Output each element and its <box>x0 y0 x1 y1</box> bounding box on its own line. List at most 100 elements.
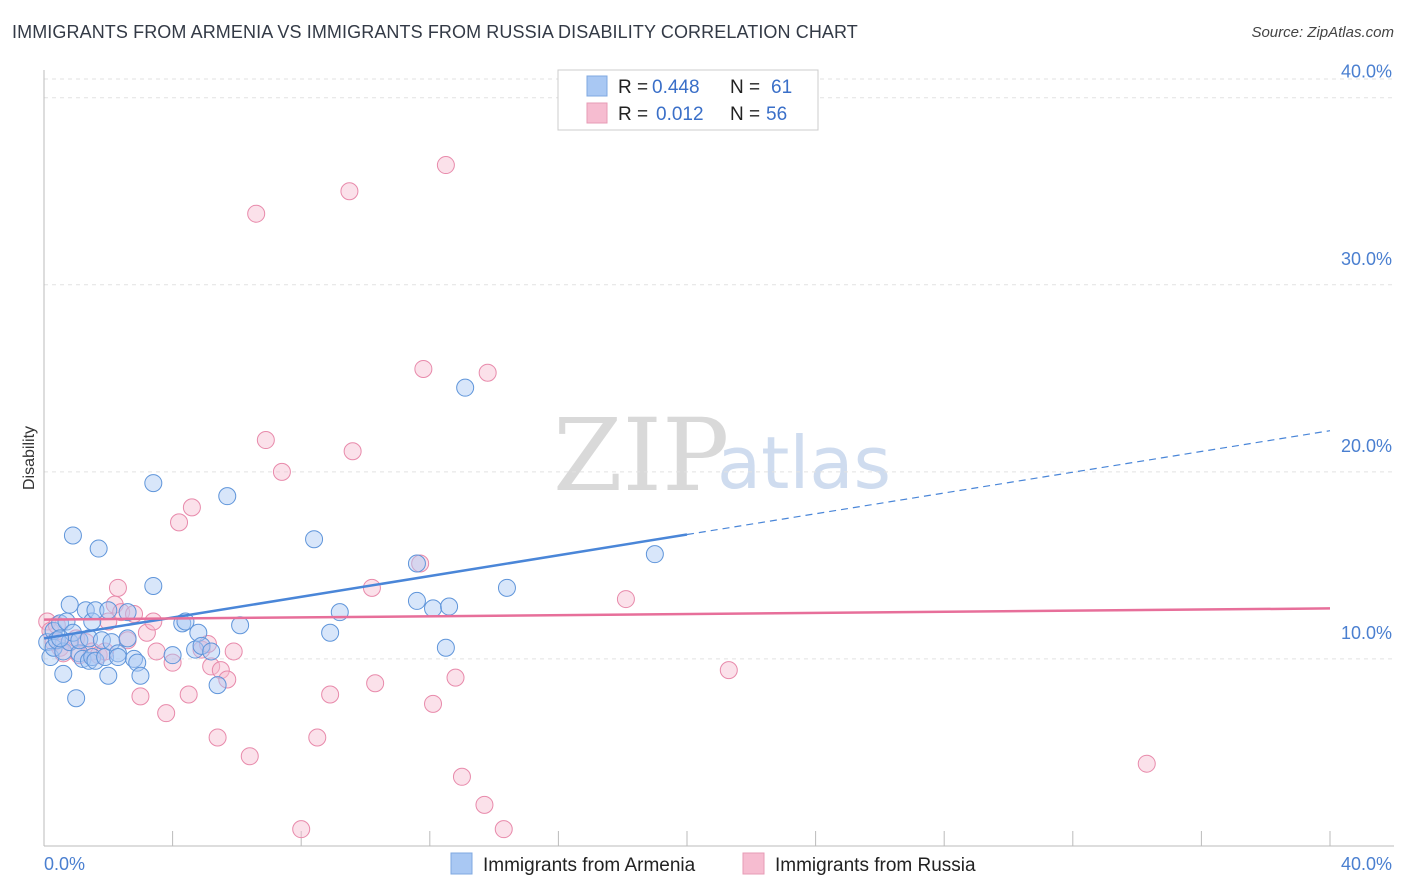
armenia-data-point[interactable] <box>436 638 455 657</box>
russia-data-point[interactable] <box>163 653 182 672</box>
russia-data-point[interactable] <box>616 590 635 609</box>
x-tick-label-min: 0.0% <box>44 854 85 874</box>
russia-data-point[interactable] <box>182 498 201 517</box>
source-credit: Source: ZipAtlas.com <box>1251 24 1394 41</box>
armenia-data-point[interactable] <box>407 554 426 573</box>
russia-data-point[interactable] <box>340 182 359 201</box>
armenia-data-point[interactable] <box>54 664 73 683</box>
series-legend-label-armenia: Immigrants from Armenia <box>483 855 696 876</box>
armenia-data-point[interactable] <box>144 576 163 595</box>
armenia-data-point[interactable] <box>67 689 86 708</box>
series-legend-swatch-russia <box>742 852 765 875</box>
legend-r-label: R = <box>618 77 648 98</box>
armenia-data-point[interactable] <box>305 530 324 549</box>
series-legend-item-armenia[interactable]: Immigrants from Armenia <box>450 852 696 876</box>
legend-swatch-russia <box>586 102 608 124</box>
legend-row-russia[interactable]: R = 0.012 N = 56 <box>586 102 787 125</box>
russia-data-point[interactable] <box>247 204 266 223</box>
armenia-data-point[interactable] <box>118 603 137 622</box>
legend-swatch-armenia <box>586 75 608 97</box>
russia-data-point[interactable] <box>343 442 362 461</box>
armenia-data-point[interactable] <box>321 623 340 642</box>
armenia-data-point[interactable] <box>163 646 182 665</box>
russia-data-point[interactable] <box>452 767 471 786</box>
armenia-data-point[interactable] <box>645 545 664 564</box>
y-tick-label: 30.0% <box>1341 249 1392 269</box>
armenia-data-point[interactable] <box>108 648 127 667</box>
armenia-data-point[interactable] <box>231 616 250 635</box>
russia-data-point[interactable] <box>308 728 327 747</box>
russia-data-point[interactable] <box>1137 754 1156 773</box>
armenia-data-point[interactable] <box>89 539 108 558</box>
armenia-data-point[interactable] <box>108 644 127 663</box>
legend-n-value: 56 <box>766 104 787 125</box>
watermark-zip: ZIP <box>553 397 729 514</box>
armenia-data-point[interactable] <box>51 629 70 648</box>
russia-data-point[interactable] <box>446 668 465 687</box>
russia-data-point[interactable] <box>256 431 275 450</box>
y-tick-label: 40.0% <box>1341 62 1392 82</box>
russia-data-point[interactable] <box>157 704 176 723</box>
armenia-data-point[interactable] <box>208 676 227 695</box>
y-tick-label: 20.0% <box>1341 436 1392 456</box>
russia-data-point[interactable] <box>272 462 291 481</box>
armenia-data-point[interactable] <box>202 642 221 661</box>
russia-data-point[interactable] <box>108 578 127 597</box>
russia-data-point[interactable] <box>478 363 497 382</box>
russia-data-point[interactable] <box>475 795 494 814</box>
armenia-data-point[interactable] <box>99 601 118 620</box>
series-legend-item-russia[interactable]: Immigrants from Russia <box>742 852 976 876</box>
russia-data-point[interactable] <box>147 642 166 661</box>
armenia-data-point[interactable] <box>144 474 163 493</box>
russia-data-point[interactable] <box>362 578 381 597</box>
russia-data-point[interactable] <box>321 685 340 704</box>
y-axis-title: Disability <box>21 426 38 490</box>
russia-data-point[interactable] <box>179 685 198 704</box>
armenia-data-point[interactable] <box>424 599 443 618</box>
stats-legend: R = 0.448 N = 61 R = 0.012 N = 56 <box>557 69 819 131</box>
y-tick-label: 10.0% <box>1341 623 1392 643</box>
russia-data-point[interactable] <box>366 674 385 693</box>
armenia-data-point[interactable] <box>86 651 105 670</box>
russia-data-point[interactable] <box>208 728 227 747</box>
legend-n-value: 61 <box>771 77 792 98</box>
armenia-data-point[interactable] <box>456 378 475 397</box>
russia-data-point[interactable] <box>240 747 259 766</box>
legend-n-label: N = <box>730 104 760 125</box>
armenia-data-point[interactable] <box>407 591 426 610</box>
russia-data-point[interactable] <box>424 694 443 713</box>
armenia-data-point[interactable] <box>60 595 79 614</box>
russia-data-point[interactable] <box>719 661 738 680</box>
legend-r-value: 0.448 <box>652 77 700 98</box>
armenia-data-point[interactable] <box>192 636 211 655</box>
russia-data-point[interactable] <box>292 820 311 839</box>
russia-data-point[interactable] <box>218 670 237 689</box>
armenia-trend-line-projection <box>686 430 1331 536</box>
armenia-data-point[interactable] <box>118 629 137 648</box>
armenia-data-point[interactable] <box>131 666 150 685</box>
chart-title: IMMIGRANTS FROM ARMENIA VS IMMIGRANTS FR… <box>12 22 858 42</box>
armenia-data-point[interactable] <box>440 597 459 616</box>
legend-n-label: N = <box>730 77 760 98</box>
gridlines <box>44 78 1394 660</box>
russia-data-point[interactable] <box>494 820 513 839</box>
russia-data-point[interactable] <box>211 661 230 680</box>
russia-data-point[interactable] <box>436 156 455 175</box>
watermark: ZIP atlas <box>553 397 891 514</box>
legend-r-label: R = <box>618 104 648 125</box>
armenia-data-point[interactable] <box>218 487 237 506</box>
russia-data-point[interactable] <box>414 359 433 378</box>
watermark-atlas: atlas <box>717 421 891 505</box>
legend-r-value: 0.012 <box>656 104 704 125</box>
legend-row-armenia[interactable]: R = 0.448 N = 61 <box>586 75 792 98</box>
armenia-data-point[interactable] <box>63 526 82 545</box>
russia-data-point[interactable] <box>137 623 156 642</box>
armenia-data-point[interactable] <box>99 666 118 685</box>
russia-data-point[interactable] <box>170 513 189 532</box>
armenia-data-point[interactable] <box>497 578 516 597</box>
russia-data-point[interactable] <box>131 687 150 706</box>
russia-data-point[interactable] <box>224 642 243 661</box>
russia-data-point[interactable] <box>202 657 221 676</box>
trend-lines <box>43 430 1331 640</box>
